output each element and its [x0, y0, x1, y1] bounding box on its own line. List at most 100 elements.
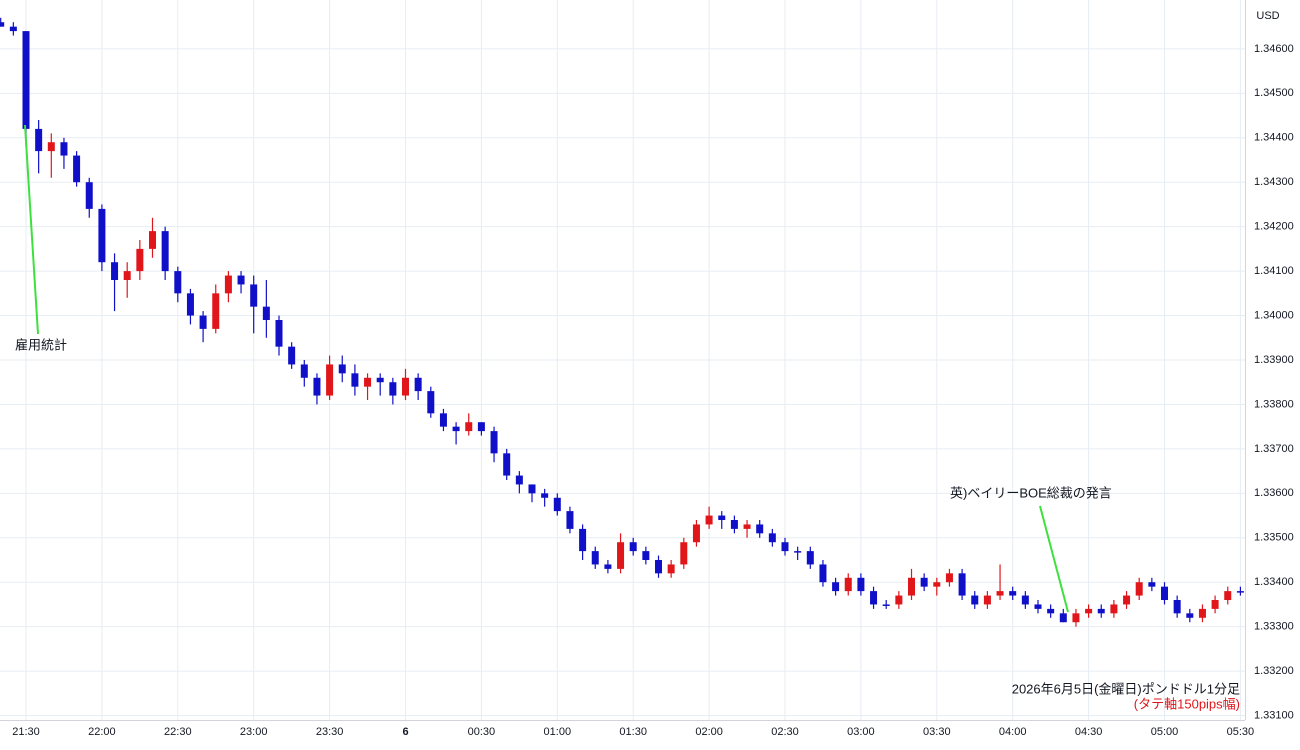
- x-tick-label: 23:30: [316, 726, 344, 738]
- y-tick-label: 1.34600: [1254, 43, 1294, 55]
- candle-body: [376, 377, 384, 383]
- candle-body: [73, 155, 81, 183]
- y-tick-label: 1.33300: [1254, 621, 1294, 633]
- candle-body: [908, 577, 915, 596]
- candle-body: [364, 377, 372, 387]
- candle-body: [300, 364, 308, 378]
- candle-body: [22, 31, 30, 129]
- annotation: 英)ベイリーBOE総裁の発言: [950, 485, 1112, 500]
- candle-body: [60, 142, 68, 156]
- labels: 1.33100 1.33200 1.33300 1.33400 1.33500 1.336…: [12, 43, 1294, 738]
- caption-note: (タテ軸150pips幅): [1134, 696, 1240, 711]
- candle-body: [844, 577, 852, 592]
- candle-body: [983, 595, 991, 605]
- x-tick-label: 03:30: [923, 726, 951, 738]
- x-tick-label: 22:30: [164, 726, 192, 738]
- candle-body: [566, 511, 574, 529]
- candle-body: [9, 26, 17, 32]
- y-tick-label: 1.33500: [1254, 532, 1294, 544]
- annotation-pointer: [1039, 505, 1069, 613]
- candle-body: [389, 382, 397, 396]
- candle-body: [250, 284, 258, 307]
- caption: 2026年6月5日(金曜日)ポンドドル1分足: [1012, 681, 1240, 696]
- candle-body: [136, 248, 144, 272]
- annotation-pointer: [24, 124, 39, 335]
- candle-body: [1059, 613, 1067, 623]
- candle-body: [945, 573, 953, 583]
- candle-body: [98, 208, 106, 263]
- candle-body: [1161, 586, 1168, 600]
- candle-body: [402, 377, 409, 396]
- candle-body: [655, 560, 662, 574]
- candle-body: [768, 533, 776, 543]
- candle-body: [452, 426, 460, 432]
- candle-body: [996, 591, 1004, 596]
- candle-body: [781, 542, 789, 552]
- candle-body: [288, 346, 296, 365]
- candle-body: [857, 577, 865, 592]
- candle-body: [1198, 608, 1206, 618]
- y-tick-label: 1.34400: [1254, 132, 1294, 144]
- x-tick-label: 23:00: [240, 726, 268, 738]
- candle-body: [832, 582, 840, 592]
- candle-body: [123, 271, 131, 280]
- y-tick-label: 1.34100: [1254, 265, 1294, 277]
- candle-body: [1148, 582, 1156, 587]
- annotation: 雇用統計: [15, 337, 67, 352]
- x-tick-label: 01:00: [544, 726, 572, 738]
- candle-body: [515, 475, 523, 485]
- candle-body: [275, 320, 283, 347]
- candle-body: [477, 422, 485, 432]
- candle-body: [490, 431, 498, 454]
- candle-body: [199, 315, 207, 329]
- candle-body: [541, 493, 549, 498]
- candle-body: [1072, 613, 1080, 623]
- candle-body: [680, 542, 688, 565]
- x-tick-label: 22:00: [88, 726, 116, 738]
- candle-body: [174, 271, 182, 294]
- candle-body: [756, 524, 764, 534]
- candle-body: [503, 453, 511, 476]
- candle-body: [617, 542, 625, 569]
- candle-body: [920, 577, 928, 587]
- candle-body: [958, 573, 966, 596]
- y-tick-label: 1.33400: [1254, 576, 1294, 588]
- candle-body: [705, 515, 713, 525]
- candle-body: [1009, 591, 1017, 596]
- x-tick-label: 04:30: [1075, 726, 1103, 738]
- candle-body: [553, 497, 561, 512]
- candle-body: [439, 413, 447, 427]
- currency-label: USD: [1256, 10, 1279, 22]
- candle-body: [1085, 608, 1093, 614]
- candle-body: [313, 377, 321, 396]
- candle-body: [895, 595, 903, 605]
- candle-body: [718, 515, 726, 520]
- candle-body: [971, 595, 979, 605]
- candle-body: [528, 484, 536, 494]
- candle-body: [212, 293, 220, 329]
- candle-body: [591, 551, 599, 565]
- candle-body: [1110, 604, 1118, 614]
- candle-body: [642, 551, 650, 560]
- candle-body: [351, 373, 359, 387]
- y-tick-label: 1.33800: [1254, 398, 1294, 410]
- x-tick-label: 02:30: [771, 726, 799, 738]
- candle-body: [1123, 595, 1131, 605]
- candle-body: [579, 528, 587, 552]
- y-tick-label: 1.33900: [1254, 354, 1294, 366]
- x-tick-label: 00:30: [468, 726, 496, 738]
- candle-body: [794, 551, 802, 553]
- candle-body: [743, 524, 751, 529]
- candle-body: [111, 262, 119, 280]
- y-tick-label: 1.33200: [1254, 665, 1294, 677]
- y-tick-label: 1.34000: [1254, 309, 1294, 321]
- candle-body: [1034, 604, 1042, 609]
- x-tick-label: 6: [402, 726, 408, 738]
- candle-body: [47, 142, 55, 152]
- x-tick-label: 05:30: [1227, 726, 1255, 738]
- candle-body: [1097, 608, 1105, 614]
- candle-body: [186, 293, 194, 316]
